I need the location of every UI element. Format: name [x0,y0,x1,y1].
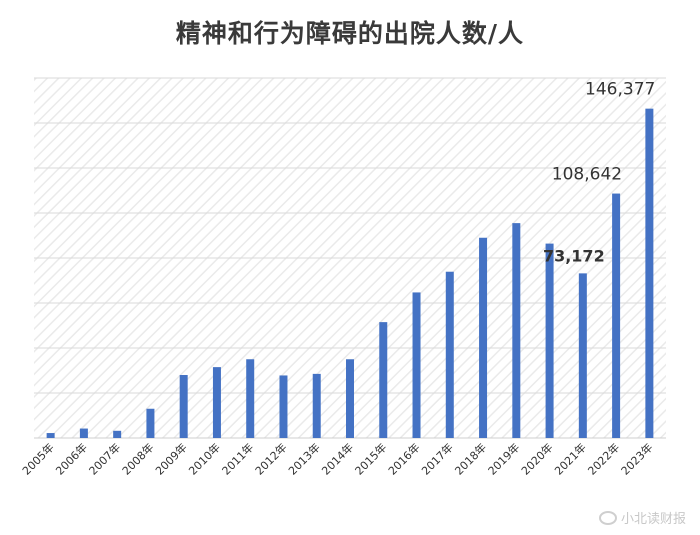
bar [279,375,288,438]
bar [545,243,554,438]
bars [46,108,654,439]
x-tick-label: 2020年 [518,440,555,477]
bar [445,271,454,438]
watermark: 小北读财报 [598,508,686,527]
bar [479,237,488,438]
data-label: 73,172 [543,246,605,265]
x-tick-label: 2010年 [186,440,223,477]
data-label: 108,642 [552,165,622,185]
bar [46,433,55,438]
x-tick-label: 2017年 [418,440,455,477]
bar [79,428,88,438]
bar [645,108,654,439]
x-tick-label: 2014年 [319,440,356,477]
x-tick-label: 2023年 [618,440,655,477]
x-tick-label: 2011年 [219,440,256,477]
x-tick-label: 2007年 [86,440,123,477]
data-label: 146,377 [585,80,655,100]
chart-title: 精神和行为障碍的出院人数/人 [175,19,525,48]
x-tick-label: 2009年 [152,440,189,477]
bar [578,273,587,438]
bar [612,193,621,438]
x-tick-label: 2021年 [551,440,588,477]
x-tick-label: 2015年 [352,440,389,477]
x-tick-label: 2018年 [452,440,489,477]
x-tick-label: 2006年 [53,440,90,477]
x-tick-label: 2008年 [119,440,156,477]
bar [146,408,155,438]
watermark-text: 小北读财报 [620,512,686,527]
bar [312,373,321,438]
x-tick-label: 2016年 [385,440,422,477]
gridlines [34,77,666,394]
bar [512,223,521,438]
x-tick-label: 2005年 [19,440,56,477]
weibo-icon [598,510,617,525]
data-labels: 73,172 108,642 146,377 [543,80,655,266]
bar [412,292,421,438]
x-tick-labels: 2005年2006年2007年2008年2009年2010年2011年2012年… [19,440,655,477]
x-tick-label: 2013年 [285,440,322,477]
x-tick-label: 2022年 [585,440,622,477]
x-tick-label: 2019年 [485,440,522,477]
bar [113,430,122,438]
bar [379,322,388,438]
bar [179,375,188,438]
bar [246,359,255,438]
bar [346,359,354,438]
x-tick-label: 2012年 [252,440,289,477]
bar [212,367,221,438]
